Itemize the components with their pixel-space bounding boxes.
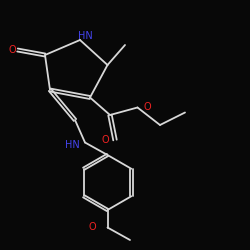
- Text: O: O: [89, 222, 96, 232]
- Text: HN: HN: [65, 140, 80, 150]
- Text: HN: HN: [78, 31, 92, 41]
- Text: O: O: [144, 102, 151, 113]
- Text: O: O: [101, 135, 109, 145]
- Text: O: O: [9, 45, 16, 55]
